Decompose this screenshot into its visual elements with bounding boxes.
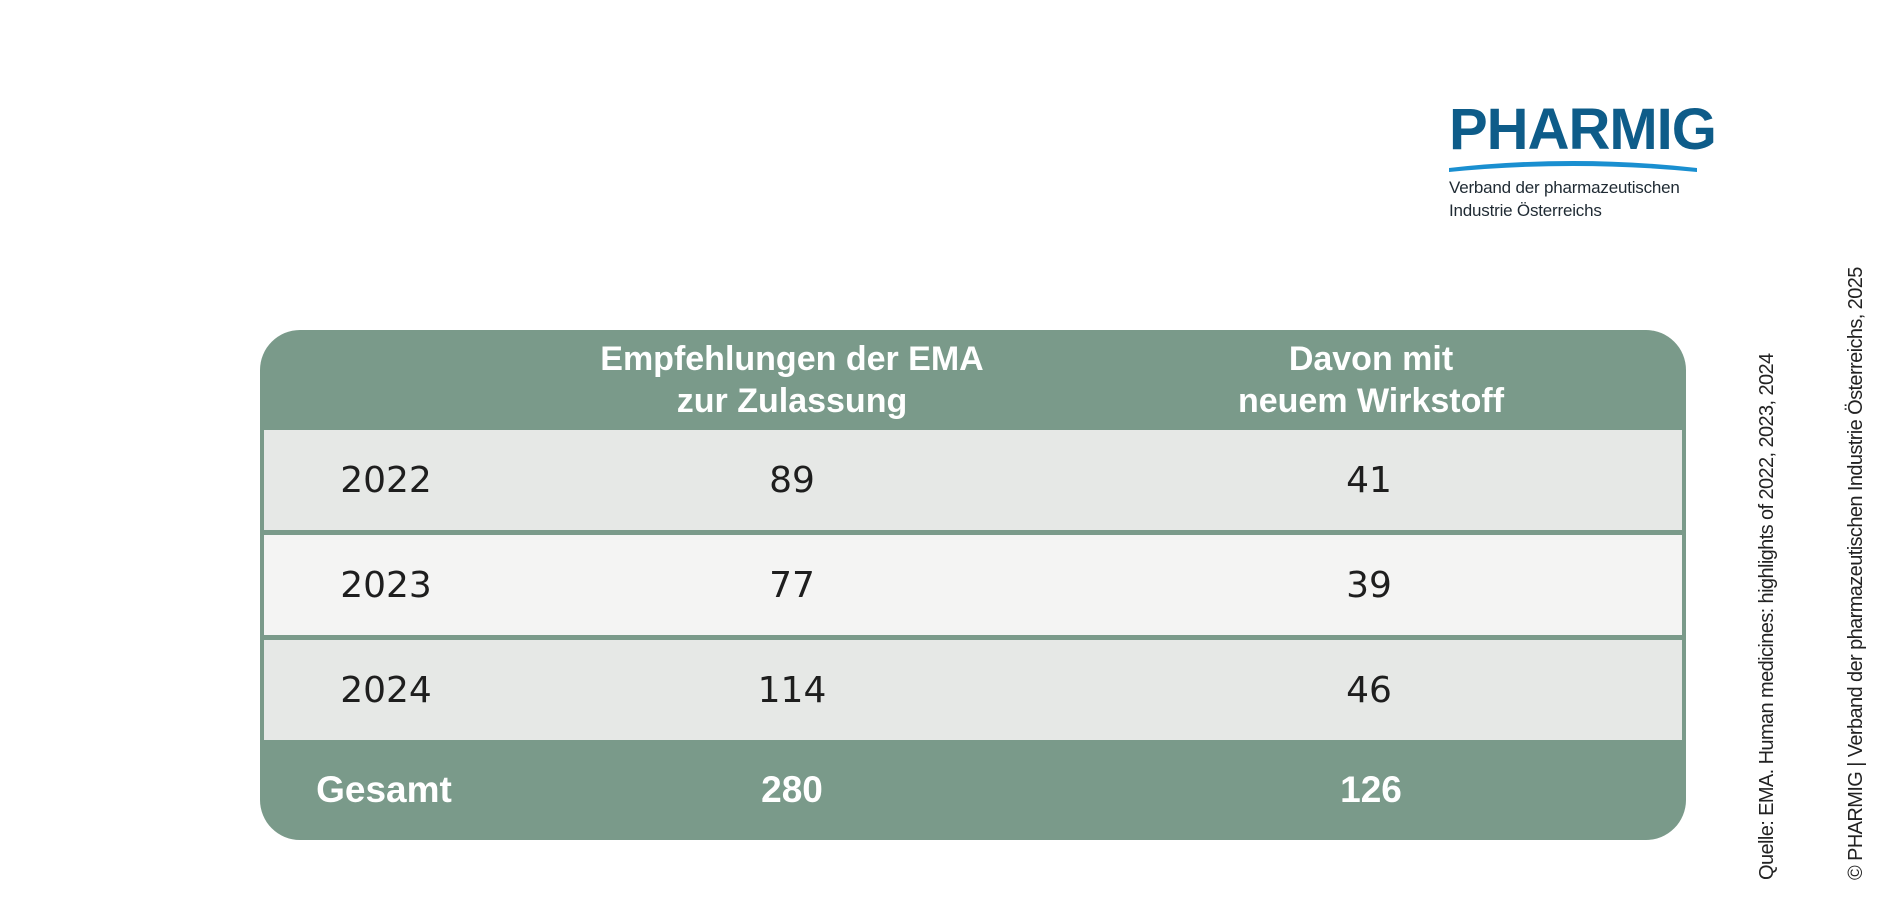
header-year: [260, 330, 508, 430]
cell-new-substance: 41: [1346, 459, 1392, 501]
cell-recommendations: 77: [769, 564, 815, 606]
cell-recommendations: 114: [757, 669, 827, 711]
header-new-substance-line1: Davon mit: [1288, 340, 1454, 378]
total-recommendations: 280: [761, 769, 823, 810]
table-row: 2022 89 41: [264, 430, 1682, 530]
pharmig-logo: PHARMIG Verband der pharmazeutischen Ind…: [1449, 97, 1717, 222]
cell-recommendations: 89: [769, 459, 815, 501]
cell-new-substance: 46: [1346, 669, 1392, 711]
logo-swoosh-icon: [1449, 161, 1697, 172]
table-row: 2023 77 39: [264, 535, 1682, 635]
source-note: Quelle: EMA. Human medicines: highlights…: [1756, 353, 1778, 880]
approvals-table: Empfehlungen der EMA zur Zulassung Davon…: [260, 330, 1686, 840]
table-row: 2024 114 46: [264, 640, 1682, 740]
header-recommendations-line1: Empfehlungen der EMA: [600, 340, 984, 378]
header-recommendations: Empfehlungen der EMA zur Zulassung: [508, 330, 1076, 430]
cell-year: 2024: [340, 669, 432, 711]
logo-tagline: Verband der pharmazeutischen Industrie Ö…: [1449, 176, 1709, 222]
total-new-substance: 126: [1340, 769, 1402, 810]
header-new-substance-line2: neuem Wirkstoff: [1237, 382, 1505, 420]
total-label: Gesamt: [316, 769, 452, 810]
cell-year: 2023: [340, 564, 432, 606]
header-new-substance: Davon mit neuem Wirkstoff: [1076, 330, 1666, 430]
cell-new-substance: 39: [1346, 564, 1392, 606]
cell-year: 2022: [340, 459, 432, 501]
logo-tagline-line2: Industrie Österreichs: [1449, 201, 1602, 220]
copyright-note: © PHARMIG | Verband der pharmazeutischen…: [1845, 267, 1867, 880]
logo-tagline-line1: Verband der pharmazeutischen: [1449, 178, 1680, 197]
header-recommendations-line2: zur Zulassung: [676, 382, 908, 420]
logo-wordmark: PHARMIG: [1449, 97, 1717, 162]
